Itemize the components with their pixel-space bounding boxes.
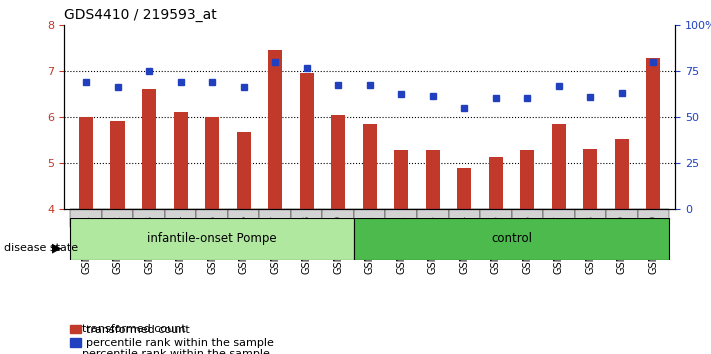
Bar bbox=[354, 209, 385, 227]
Bar bbox=[426, 150, 440, 209]
Bar bbox=[417, 209, 449, 227]
Bar bbox=[457, 169, 471, 209]
Bar bbox=[583, 149, 597, 209]
Bar bbox=[394, 150, 408, 209]
Bar bbox=[70, 218, 354, 260]
Bar bbox=[196, 209, 228, 227]
Bar bbox=[363, 124, 377, 209]
Text: infantile-onset Pompe: infantile-onset Pompe bbox=[147, 233, 277, 245]
Bar bbox=[480, 209, 511, 227]
Bar bbox=[606, 209, 638, 227]
Text: disease state: disease state bbox=[4, 243, 77, 253]
Text: ▶: ▶ bbox=[52, 241, 62, 254]
Bar bbox=[228, 209, 260, 227]
Bar bbox=[134, 209, 165, 227]
Bar bbox=[142, 89, 156, 209]
Bar bbox=[449, 209, 480, 227]
Legend: transformed count, percentile rank within the sample: transformed count, percentile rank withi… bbox=[70, 325, 274, 348]
Bar bbox=[638, 209, 669, 227]
Bar bbox=[511, 209, 543, 227]
Bar bbox=[102, 209, 134, 227]
Bar bbox=[520, 150, 535, 209]
Bar bbox=[488, 157, 503, 209]
Bar bbox=[110, 121, 124, 209]
Bar bbox=[70, 209, 102, 227]
Bar bbox=[173, 112, 188, 209]
Bar bbox=[354, 218, 669, 260]
Bar bbox=[615, 139, 629, 209]
Bar bbox=[79, 117, 93, 209]
Text: transformed count: transformed count bbox=[82, 324, 186, 334]
Text: percentile rank within the sample: percentile rank within the sample bbox=[82, 349, 269, 354]
Bar bbox=[237, 132, 251, 209]
Bar bbox=[323, 209, 354, 227]
Bar bbox=[331, 115, 346, 209]
Bar bbox=[385, 209, 417, 227]
Text: control: control bbox=[491, 233, 532, 245]
Bar bbox=[646, 58, 661, 209]
Bar bbox=[165, 209, 196, 227]
Bar bbox=[268, 50, 282, 209]
Bar bbox=[299, 73, 314, 209]
Bar bbox=[291, 209, 323, 227]
Bar bbox=[552, 124, 566, 209]
Bar bbox=[574, 209, 606, 227]
Text: GDS4410 / 219593_at: GDS4410 / 219593_at bbox=[64, 8, 217, 22]
Bar bbox=[205, 117, 219, 209]
Bar bbox=[543, 209, 574, 227]
Bar bbox=[260, 209, 291, 227]
